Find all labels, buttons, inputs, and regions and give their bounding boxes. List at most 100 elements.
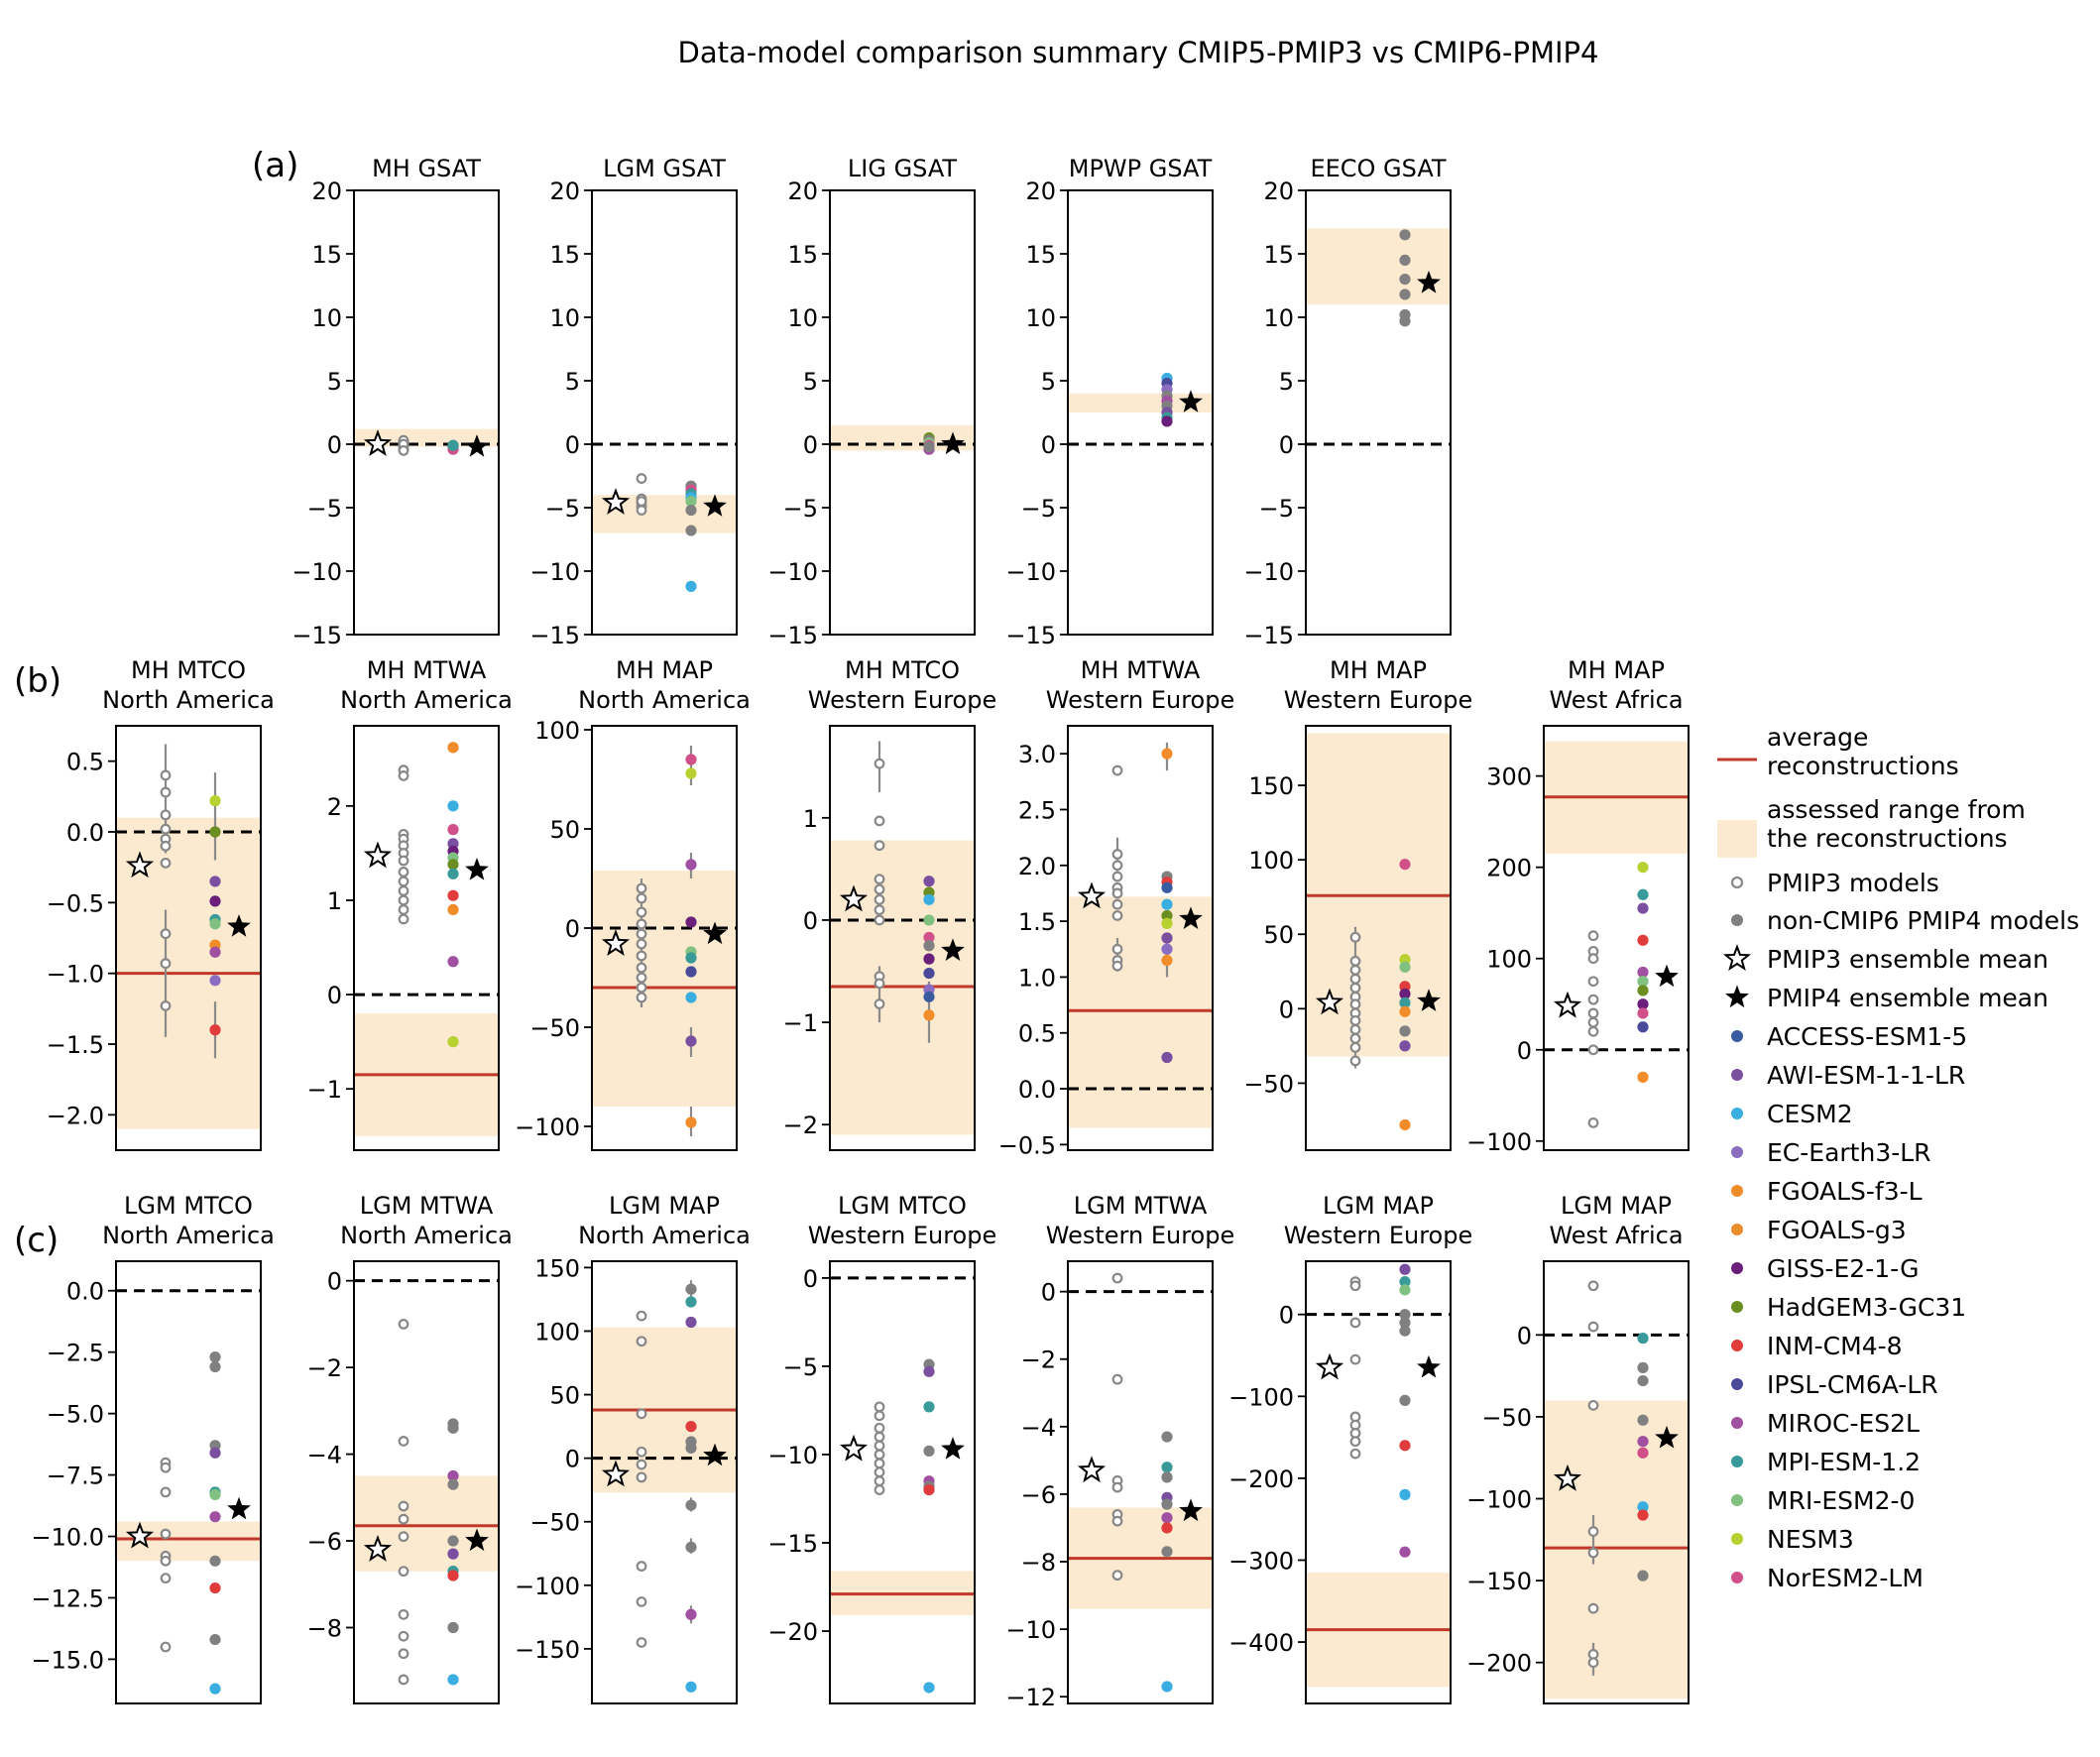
pmip3-model-point <box>1587 1657 1599 1669</box>
pmip4-model-point <box>1399 289 1411 300</box>
panel-title: MPWP GSAT <box>1069 155 1213 182</box>
pmip3-model-point <box>160 1641 172 1653</box>
pmip4-model-point <box>1637 1071 1649 1083</box>
y-tick-label: −0.5 <box>47 889 104 917</box>
pmip4-model-point <box>1637 934 1649 946</box>
pmip4-model-point <box>209 1511 221 1523</box>
pmip3-model-point <box>874 904 885 916</box>
pmip3-model-point <box>636 992 647 1003</box>
pmip3-model-point <box>636 1336 647 1347</box>
pmip3-model-point <box>1111 1481 1123 1493</box>
legend-dot-marker <box>1731 1185 1743 1197</box>
y-tick-label: 15 <box>1263 241 1294 269</box>
pmip3-model-point <box>874 998 885 1009</box>
pmip4-model-point <box>1637 1570 1649 1581</box>
legend-hollow-marker <box>1730 876 1744 889</box>
pmip4-model-point <box>447 1469 459 1482</box>
panel-title: LGM MAP <box>1323 1192 1434 1220</box>
pmip4-model-point <box>1161 917 1173 929</box>
pmip3-model-point <box>636 496 647 508</box>
pmip4-ensemble-mean-star <box>1655 1425 1679 1449</box>
pmip4-ensemble-mean-star <box>941 431 965 455</box>
y-tick-label: −15 <box>529 622 580 649</box>
y-tick-label: 5 <box>565 368 580 396</box>
legend-label: NorESM2-LM <box>1767 1564 1924 1592</box>
legend-label: assessed range from <box>1767 795 2026 824</box>
pmip3-model-point <box>1587 1321 1599 1333</box>
y-tick-label: −5 <box>783 495 818 523</box>
panel-title: MH MAP <box>1568 656 1665 684</box>
pmip4-model-point <box>1399 1317 1411 1329</box>
pmip3-model-point <box>398 913 409 925</box>
pmip3-model-point <box>160 840 172 852</box>
pmip4-model-point <box>1161 909 1173 922</box>
panel-frame <box>1305 1260 1452 1704</box>
pmip4-model-point <box>685 1116 697 1128</box>
pmip4-model-point <box>447 1621 459 1634</box>
pmip4-model-point <box>209 1360 221 1373</box>
pmip4-model-point <box>685 754 697 765</box>
pmip4-model-point <box>1399 1118 1411 1131</box>
pmip4-model-point <box>923 440 935 453</box>
pmip4-model-point <box>1161 1051 1173 1064</box>
y-tick-label: −0.5 <box>998 1131 1056 1159</box>
pmip3-model-point <box>1111 943 1123 955</box>
pmip4-model-point <box>1399 1284 1411 1296</box>
pmip4-model-point <box>1637 1021 1649 1033</box>
legend-label: reconstructions <box>1767 752 1959 780</box>
pmip3-model-point <box>1111 860 1123 872</box>
pmip3-model-point <box>1587 1602 1599 1614</box>
y-tick-label: 5 <box>327 368 342 396</box>
pmip3-model-point <box>874 874 885 885</box>
pmip3-ensemble-mean-star <box>601 929 631 957</box>
plot-area <box>116 1289 261 1695</box>
pmip3-model-point <box>160 769 172 781</box>
pmip4-model-point <box>1637 888 1649 900</box>
pmip3-model-point <box>1111 1570 1123 1581</box>
pmip4-ensemble-mean-star <box>1417 989 1441 1011</box>
row-label-c: (c) <box>14 1221 58 1260</box>
legend-item: non-CMIP6 PMIP4 models <box>1731 906 2079 935</box>
pmip3-model-point <box>160 1000 172 1011</box>
panel-frame <box>353 1260 500 1704</box>
legend-item: NorESM2-LM <box>1731 1564 1924 1592</box>
pmip3-model-point <box>160 1555 172 1567</box>
legend-label: NESM3 <box>1767 1525 1854 1554</box>
pmip3-ensemble-mean-star <box>839 1434 869 1462</box>
pmip3-model-point <box>874 893 885 905</box>
pmip4-model-point <box>1637 985 1649 996</box>
pmip3-model-point <box>1587 1016 1599 1028</box>
y-tick-label: −15 <box>1005 622 1056 649</box>
panel-frame <box>115 725 262 1151</box>
y-tick-label: −200 <box>1228 1465 1294 1493</box>
pmip4-model-point <box>1399 1276 1411 1288</box>
legend-item: FGOALS-g3 <box>1731 1216 1907 1244</box>
y-tick-label: −1 <box>307 1076 342 1104</box>
pmip4-model-point <box>1399 1263 1411 1275</box>
panel-frame <box>829 725 976 1151</box>
assessed-range-band <box>354 428 499 447</box>
pmip4-model-point <box>209 876 221 887</box>
plot-area <box>116 744 261 1129</box>
y-tick-label: 0 <box>1517 1037 1532 1065</box>
pmip4-model-point <box>685 1421 697 1433</box>
pmip3-ensemble-mean-star <box>1553 1464 1582 1491</box>
pmip3-model-point <box>160 809 172 821</box>
pmip3-model-point <box>160 1573 172 1584</box>
pmip4-ensemble-mean-star <box>227 914 251 937</box>
pmip4-model-point <box>1399 1005 1411 1017</box>
pmip3-model-point <box>1111 960 1123 972</box>
pmip3-model-point <box>874 1431 885 1443</box>
y-tick-label: −100 <box>1466 1128 1532 1156</box>
y-tick-label: −10 <box>767 558 818 586</box>
pmip4-model-point <box>1399 988 1411 999</box>
pmip4-model-point <box>685 496 697 508</box>
pmip3-model-point <box>1349 931 1361 943</box>
pmip4-model-point <box>1399 1325 1411 1337</box>
legend-item: EC-Earth3-LR <box>1731 1138 1931 1167</box>
panel-title: West Africa <box>1549 1222 1683 1249</box>
panel-title: North America <box>340 1222 513 1249</box>
